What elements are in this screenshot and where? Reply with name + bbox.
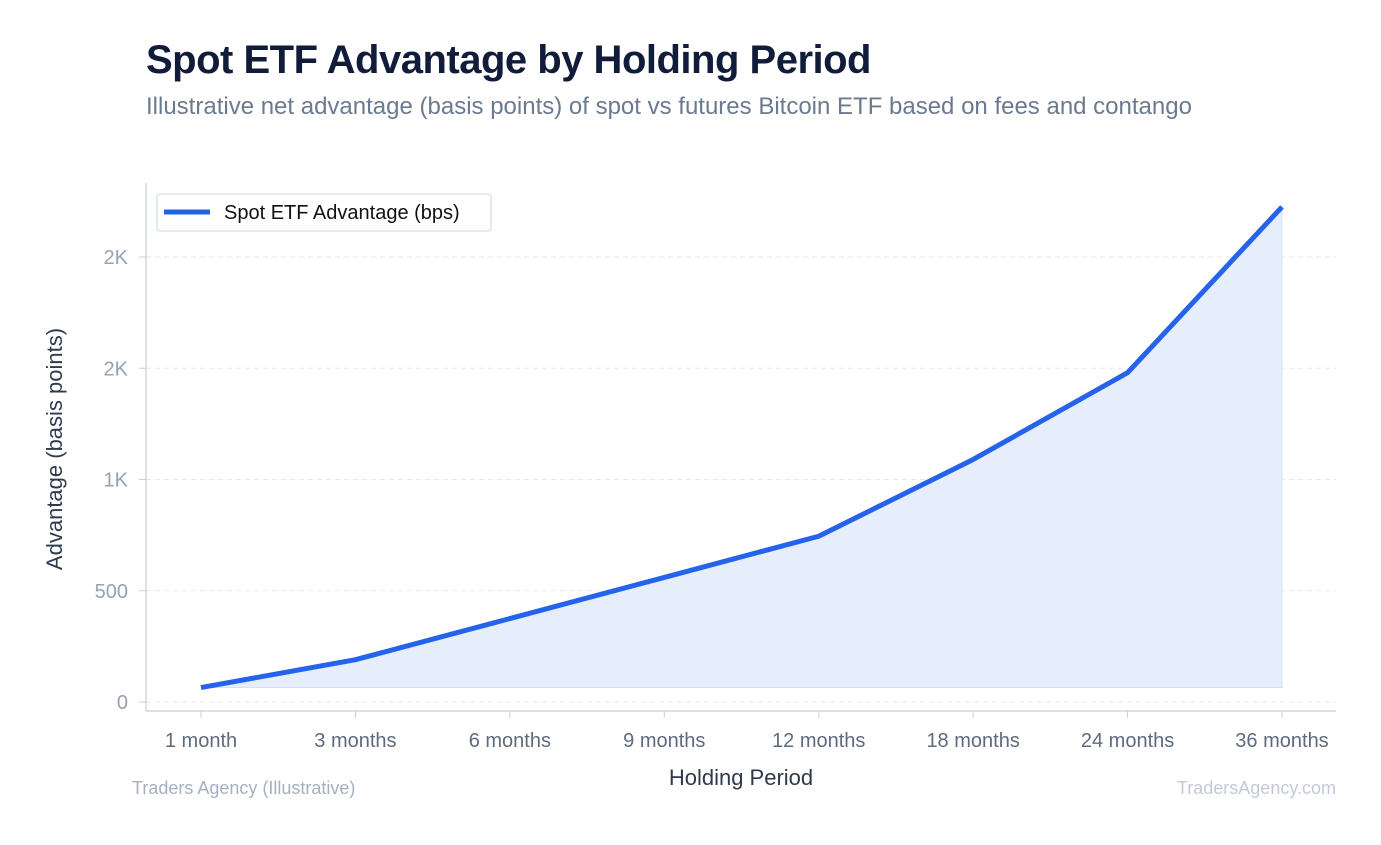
legend: Spot ETF Advantage (bps) xyxy=(156,193,492,232)
x-tick-label: 3 months xyxy=(314,730,396,752)
x-tick-label: 9 months xyxy=(623,730,705,752)
axes xyxy=(139,183,1336,718)
y-tick-label: 500 xyxy=(95,581,128,603)
y-tick-label: 1K xyxy=(104,470,129,492)
area-fill xyxy=(200,205,1283,689)
chart-title: Spot ETF Advantage by Holding Period xyxy=(146,38,872,82)
x-tick-label: 18 months xyxy=(926,730,1019,752)
y-axis-title: Advantage (basis points) xyxy=(42,328,67,570)
legend-label: Spot ETF Advantage (bps) xyxy=(224,202,460,224)
x-tick-label: 6 months xyxy=(469,730,551,752)
x-tick-label: 1 month xyxy=(165,730,237,752)
y-tick-label: 2K xyxy=(104,358,129,380)
legend-box: Spot ETF Advantage (bps) xyxy=(156,193,492,232)
series-line xyxy=(200,205,1284,690)
watermark: TradersAgency.com xyxy=(1176,778,1336,798)
x-tick-label: 12 months xyxy=(772,730,865,752)
y-tick-label: 2K xyxy=(104,247,129,269)
tick-labels: 0 500 1K 2K 2K 1 month 3 months 6 months 9 month… xyxy=(95,247,1329,752)
x-tick-label: 24 months xyxy=(1081,730,1174,752)
source-note: Traders Agency (Illustrative) xyxy=(132,778,356,798)
area-series xyxy=(200,205,1284,690)
x-axis-title: Holding Period xyxy=(669,765,813,790)
chart-subtitle: Illustrative net advantage (basis points… xyxy=(146,93,1192,120)
y-tick-label: 0 xyxy=(117,692,128,714)
legend-frame xyxy=(156,193,492,232)
x-tick-label: 36 months xyxy=(1235,730,1328,752)
